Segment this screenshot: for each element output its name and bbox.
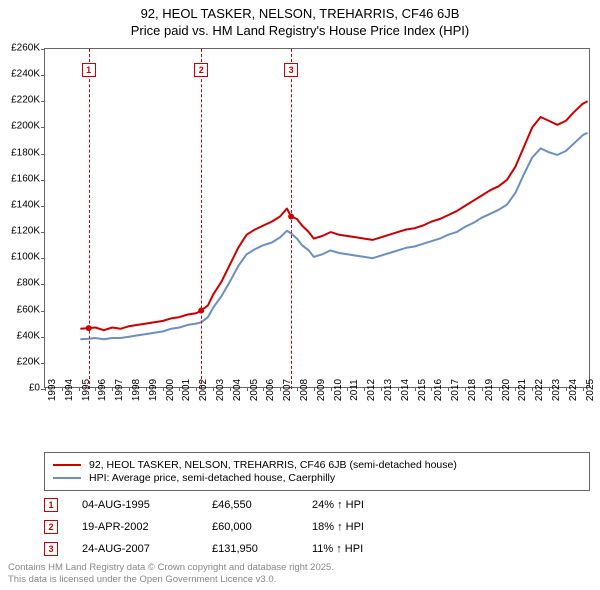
legend-swatch — [53, 477, 81, 479]
x-tick-label: 2006 — [265, 379, 276, 401]
y-tick-label: £180K — [11, 147, 40, 158]
legend-swatch — [53, 464, 81, 466]
x-tick-label: 2002 — [198, 379, 209, 401]
legend-label: HPI: Average price, semi-detached house,… — [89, 472, 335, 484]
y-tick-label: £240K — [11, 69, 40, 80]
sale-marker-line — [89, 49, 90, 389]
sale-row-marker: 1 — [44, 498, 58, 512]
x-tick-label: 2020 — [501, 379, 512, 401]
chart-svg — [45, 49, 591, 389]
sale-row: 1 04-AUG-1995£46,55024% ↑ HPI — [44, 494, 364, 516]
sale-price: £131,950 — [212, 543, 312, 555]
y-tick-label: £200K — [11, 121, 40, 132]
y-tick-label: £20K — [17, 356, 40, 367]
x-tick-label: 2008 — [299, 379, 310, 401]
x-tick-label: 1997 — [114, 379, 125, 401]
x-tick-label: 1999 — [148, 379, 159, 401]
sale-hpi: 11% ↑ HPI — [312, 543, 363, 555]
sale-date: 24-AUG-2007 — [82, 543, 212, 555]
sale-price: £46,550 — [212, 499, 312, 511]
sale-marker-box: 2 — [194, 63, 208, 77]
x-tick-label: 2012 — [366, 379, 377, 401]
x-tick-label: 2023 — [551, 379, 562, 401]
x-tick-label: 2016 — [433, 379, 444, 401]
x-tick-label: 2024 — [568, 379, 579, 401]
sale-date: 04-AUG-1995 — [82, 499, 212, 511]
sale-row: 3 24-AUG-2007£131,95011% ↑ HPI — [44, 538, 364, 560]
chart-container: 92, HEOL TASKER, NELSON, TREHARRIS, CF46… — [0, 0, 600, 590]
y-tick-label: £140K — [11, 199, 40, 210]
x-tick-label: 2015 — [417, 379, 428, 401]
legend-item: HPI: Average price, semi-detached house,… — [53, 472, 581, 484]
x-tick-label: 2011 — [349, 379, 360, 401]
sale-marker-line — [291, 49, 292, 389]
sales-table: 1 04-AUG-1995£46,55024% ↑ HPI 2 19-APR-2002… — [44, 494, 364, 560]
x-tick-label: 2007 — [282, 379, 293, 401]
x-tick-label: 2000 — [165, 379, 176, 401]
sale-row: 2 19-APR-2002£60,00018% ↑ HPI — [44, 516, 364, 538]
sale-price: £60,000 — [212, 521, 312, 533]
footer-line1: Contains HM Land Registry data © Crown c… — [8, 562, 334, 574]
sale-marker-line — [201, 49, 202, 389]
x-tick-label: 2013 — [383, 379, 394, 401]
chart-area: 123 £0£20K£40K£60K£80K£100K£120K£140K£16… — [44, 48, 590, 418]
title-block: 92, HEOL TASKER, NELSON, TREHARRIS, CF46… — [0, 0, 600, 38]
y-tick-label: £0 — [29, 383, 40, 394]
x-tick-label: 1998 — [131, 379, 142, 401]
x-tick-label: 2017 — [450, 379, 461, 401]
x-tick-label: 2003 — [215, 379, 226, 401]
x-tick-label: 1993 — [47, 379, 58, 401]
x-tick-label: 1994 — [64, 379, 75, 401]
x-tick-label: 2005 — [249, 379, 260, 401]
x-tick-label: 2019 — [484, 379, 495, 401]
x-tick-label: 2018 — [467, 379, 478, 401]
x-tick-label: 1996 — [97, 379, 108, 401]
sale-hpi: 24% ↑ HPI — [312, 499, 364, 511]
series-line — [80, 101, 587, 330]
sale-hpi: 18% ↑ HPI — [312, 521, 364, 533]
y-tick-label: £80K — [17, 278, 40, 289]
sale-row-marker: 3 — [44, 542, 58, 556]
x-tick-label: 2025 — [585, 379, 596, 401]
footer-line2: This data is licensed under the Open Gov… — [8, 574, 334, 586]
y-tick-label: £260K — [11, 43, 40, 54]
y-tick-label: £40K — [17, 330, 40, 341]
title-subtitle: Price paid vs. HM Land Registry's House … — [0, 23, 600, 38]
footer: Contains HM Land Registry data © Crown c… — [8, 562, 334, 586]
plot-area: 1 2 3 — [44, 48, 590, 388]
sale-row-marker: 2 — [44, 520, 58, 534]
legend-label: 92, HEOL TASKER, NELSON, TREHARRIS, CF46… — [89, 459, 457, 471]
y-tick-label: £100K — [11, 252, 40, 263]
y-tick-label: £220K — [11, 95, 40, 106]
sale-marker-box: 1 — [82, 63, 96, 77]
series-line — [80, 133, 587, 340]
sale-date: 19-APR-2002 — [82, 521, 212, 533]
x-tick-label: 1995 — [81, 379, 92, 401]
x-tick-label: 2022 — [534, 379, 545, 401]
x-tick-label: 2004 — [232, 379, 243, 401]
x-tick-label: 2001 — [181, 379, 192, 401]
x-tick-label: 2021 — [517, 379, 528, 401]
y-tick-label: £60K — [17, 304, 40, 315]
title-address: 92, HEOL TASKER, NELSON, TREHARRIS, CF46… — [0, 6, 600, 21]
y-tick-label: £160K — [11, 173, 40, 184]
x-tick-label: 2014 — [400, 379, 411, 401]
y-tick-label: £120K — [11, 226, 40, 237]
legend: 92, HEOL TASKER, NELSON, TREHARRIS, CF46… — [44, 452, 590, 491]
legend-item: 92, HEOL TASKER, NELSON, TREHARRIS, CF46… — [53, 459, 581, 471]
sale-marker-box: 3 — [284, 63, 298, 77]
x-tick-label: 2010 — [333, 379, 344, 401]
x-tick-label: 2009 — [316, 379, 327, 401]
